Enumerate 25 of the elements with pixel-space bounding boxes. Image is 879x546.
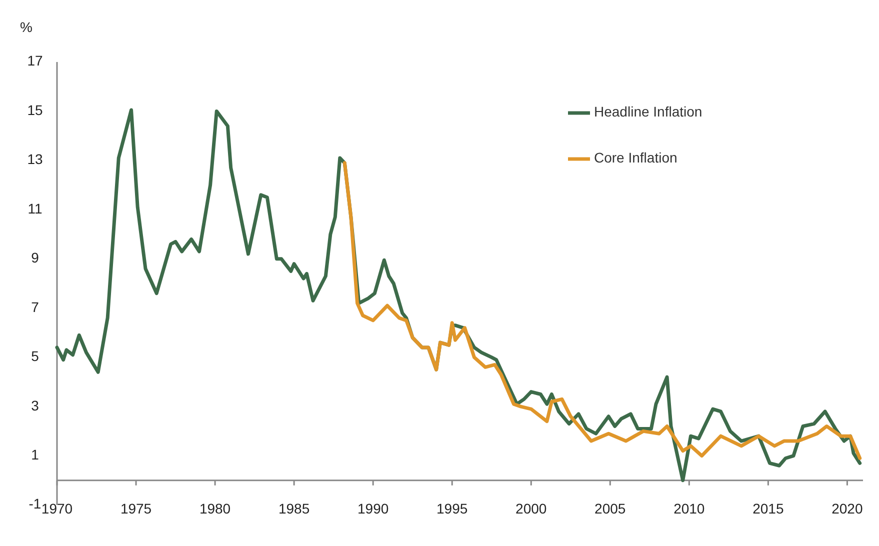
y-tick-label: 11 <box>28 200 42 216</box>
y-tick-label: 15 <box>27 102 43 118</box>
x-tick-label: 2010 <box>674 500 705 517</box>
x-tick-label: 1995 <box>436 500 468 517</box>
y-tick-label: 3 <box>31 397 40 414</box>
legend-label: Core Inflation <box>594 150 678 166</box>
x-tick-label: 2000 <box>516 500 547 517</box>
x-tick-label: 1975 <box>120 500 152 517</box>
x-tick-label: 1970 <box>41 500 73 517</box>
y-tick-label: 9 <box>31 250 40 266</box>
line-series <box>342 161 862 460</box>
x-tick-label: 1985 <box>278 500 310 517</box>
y-tick-label: 1 <box>31 446 40 462</box>
legend-label: Headline Inflation <box>594 104 702 120</box>
x-tick-label: 2020 <box>832 500 863 517</box>
x-tick-label: 2015 <box>752 500 784 517</box>
y-tick-label: 5 <box>31 348 40 364</box>
x-tick-label: 1980 <box>199 500 231 517</box>
y-tick-label: 13 <box>27 151 43 168</box>
y-tick-label: 17 <box>27 52 43 69</box>
y-tick-label: 7 <box>31 298 40 315</box>
y-tick-label: -1 <box>28 496 42 512</box>
x-tick-label: 1990 <box>358 500 389 517</box>
y-axis-title: % <box>20 19 32 35</box>
x-tick-label: 2005 <box>594 500 626 517</box>
